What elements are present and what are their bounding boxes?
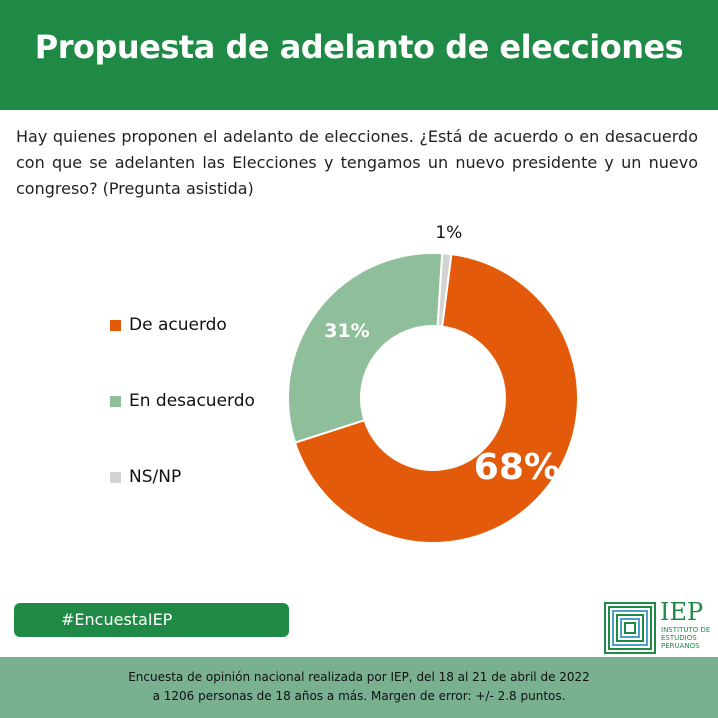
- slice-en-desacuerdo: [287, 252, 444, 444]
- hashtag-badge: #EncuestaIEP: [14, 603, 289, 637]
- legend-item-en-desacuerdo: En desacuerdo: [110, 388, 330, 414]
- iep-logo-icon: [604, 602, 656, 654]
- legend-swatch-ns-np: [110, 472, 121, 483]
- footer-line-1: Encuesta de opinión nacional realizada p…: [128, 670, 590, 684]
- logo-subtitle-line: ESTUDIOS: [661, 634, 697, 642]
- data-label-de-acuerdo: 68%: [474, 447, 560, 488]
- legend-label: En desacuerdo: [129, 391, 255, 411]
- survey-question: Hay quienes proponen el adelanto de elec…: [16, 127, 698, 198]
- legend-swatch-en-desacuerdo: [110, 396, 121, 407]
- page-title: Propuesta de adelanto de elecciones: [34, 28, 684, 66]
- slice-ns-np: [436, 252, 453, 328]
- logo-subtitle-line: PERUANOS: [661, 642, 700, 650]
- legend-swatch-de-acuerdo: [110, 320, 121, 331]
- legend-label: NS/NP: [129, 467, 182, 487]
- legend-item-ns-np: NS/NP: [110, 464, 330, 490]
- footer-bar: Encuesta de opinión nacional realizada p…: [0, 657, 718, 718]
- footer-line-2: a 1206 personas de 18 años a más. Margen…: [152, 689, 566, 703]
- logo-name: IEP: [660, 598, 704, 626]
- data-label-en-desacuerdo: 31%: [324, 320, 369, 342]
- hashtag-text: #EncuestaIEP: [61, 610, 173, 629]
- iep-logo: IEP INSTITUTO DE ESTUDIOS PERUANOS: [604, 598, 714, 655]
- header-bar: Propuesta de adelanto de elecciones: [0, 0, 718, 110]
- slice-de-acuerdo: [293, 253, 579, 544]
- legend-label: De acuerdo: [129, 315, 227, 335]
- logo-subtitle-line: INSTITUTO DE: [661, 626, 711, 634]
- legend-item-de-acuerdo: De acuerdo: [110, 312, 330, 338]
- data-label-ns-np: 1%: [435, 223, 462, 243]
